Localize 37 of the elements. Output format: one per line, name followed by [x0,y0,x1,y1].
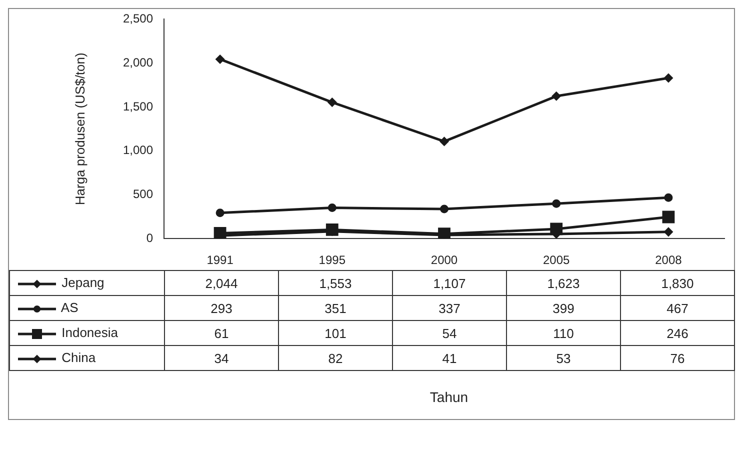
data-label: 53 [506,346,620,370]
x-tick-label: 2008 [655,253,682,268]
data-label: 246 [620,320,734,346]
x-tick-label: 1991 [206,253,234,268]
data-label: 1,623 [506,270,620,296]
y-tick-label: 1,500 [122,99,154,114]
data-label: 54 [392,320,506,346]
data-label: 351 [278,296,392,320]
data-label: 293 [164,296,278,320]
y-tick-label: 1,000 [122,143,154,158]
data-label: 1,553 [278,270,392,296]
legend-label: Indonesia [62,325,118,340]
data-label: 34 [164,346,278,370]
y-axis-title: Harga produsen (US$/ton) [72,52,88,206]
y-tick-label: 2,000 [122,55,154,70]
y-tick-label: 500 [132,187,154,202]
data-label: 467 [620,296,734,320]
data-label: 110 [506,320,620,346]
y-tick-label: 0 [146,230,154,245]
data-label: 76 [620,346,734,370]
legend-label: Jepang [62,275,104,290]
x-tick-label: 2005 [543,253,570,268]
data-label: 2,044 [164,270,278,296]
data-label: 101 [278,320,392,346]
y-tick-label: 2,500 [122,12,154,26]
data-label: 61 [164,320,278,346]
text: Tahun [428,389,470,405]
data-label: 337 [392,296,506,320]
data-label: 1,107 [392,270,506,296]
legend-label: China [62,350,96,366]
data-label: 41 [392,346,506,370]
data-label: 1,830 [620,270,734,296]
data-label: 399 [506,296,620,320]
x-tick-label: 2000 [430,253,458,268]
legend-label: AS [60,300,78,316]
data-label: 82 [278,346,392,370]
x-tick-label: 1995 [318,253,346,268]
